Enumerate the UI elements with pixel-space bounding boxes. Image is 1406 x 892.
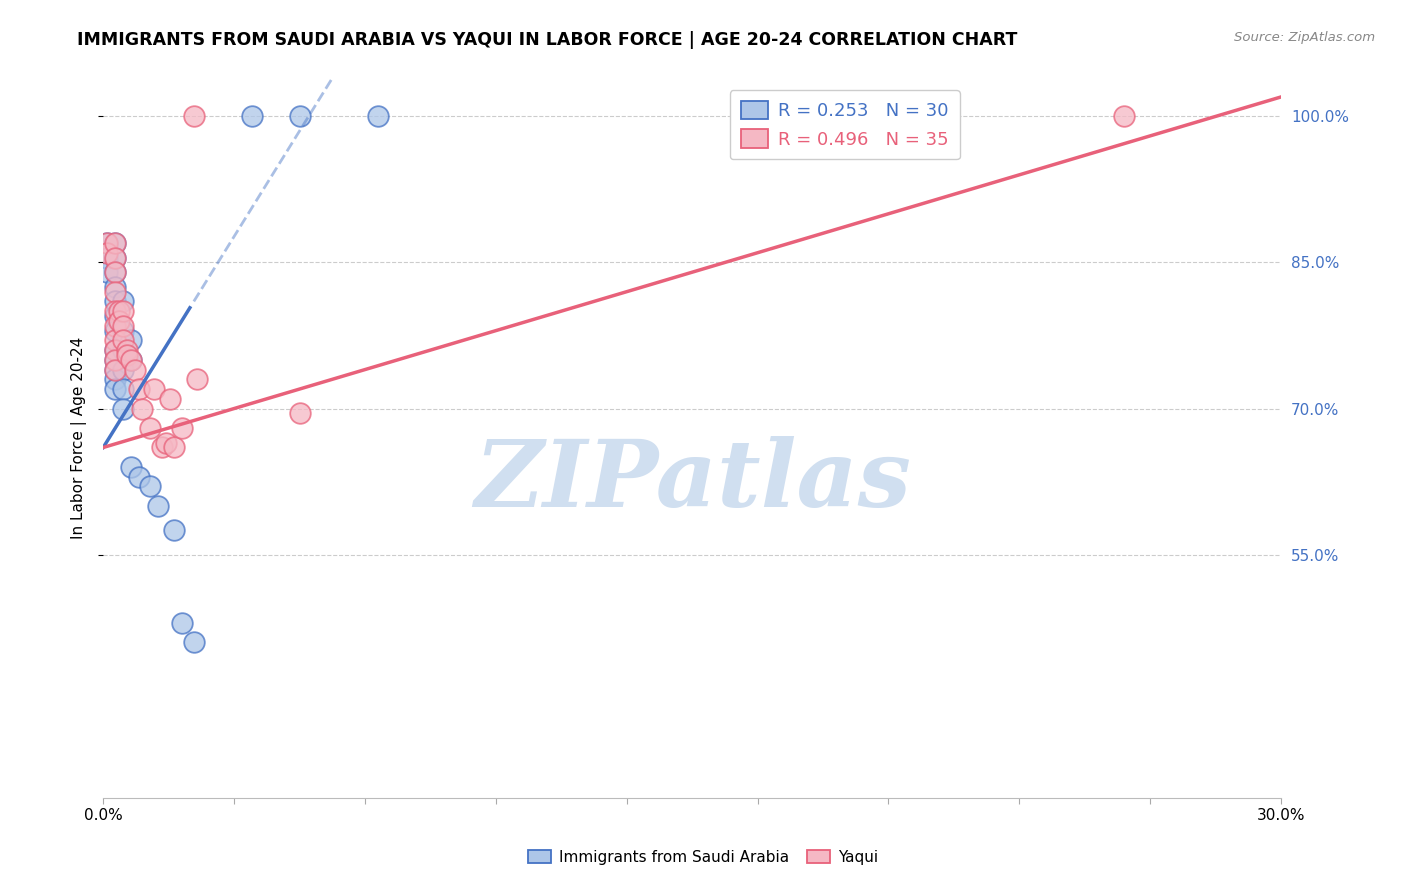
Point (104, 280, 127, 294)
Point (108, 304, 131, 318)
Point (104, 343, 127, 357)
Point (104, 362, 127, 376)
Text: IMMIGRANTS FROM SAUDI ARABIA VS YAQUI IN LABOR FORCE | AGE 20-24 CORRELATION CHA: IMMIGRANTS FROM SAUDI ARABIA VS YAQUI IN… (77, 31, 1018, 49)
Point (104, 251, 127, 265)
Point (120, 352, 142, 367)
Point (183, 635, 205, 649)
Point (104, 235, 127, 250)
Point (1112, 109, 1135, 123)
Point (128, 382, 150, 396)
Point (96, 265, 118, 279)
Point (104, 352, 127, 367)
Point (108, 314, 131, 328)
Point (139, 479, 162, 493)
Point (186, 372, 208, 386)
Point (143, 382, 166, 396)
Point (170, 421, 193, 435)
Point (96, 235, 118, 250)
Y-axis label: In Labor Force | Age 20-24: In Labor Force | Age 20-24 (72, 336, 87, 539)
Point (96, 245, 118, 260)
Point (111, 318, 134, 333)
Point (111, 401, 134, 416)
Point (288, 406, 311, 420)
Point (367, 109, 389, 123)
Point (111, 362, 134, 376)
Point (120, 352, 142, 367)
Point (104, 265, 127, 279)
Point (111, 294, 134, 309)
Point (163, 441, 186, 455)
Point (111, 304, 134, 318)
Point (170, 615, 193, 630)
Point (159, 392, 181, 406)
Text: Source: ZipAtlas.com: Source: ZipAtlas.com (1234, 31, 1375, 45)
Point (104, 304, 127, 318)
Point (111, 334, 134, 348)
Point (124, 362, 146, 376)
Point (131, 401, 153, 416)
Legend: R = 0.253   N = 30, R = 0.496   N = 35: R = 0.253 N = 30, R = 0.496 N = 35 (730, 90, 960, 160)
Point (150, 441, 173, 455)
Point (148, 499, 170, 513)
Point (128, 469, 150, 483)
Legend: Immigrants from Saudi Arabia, Yaqui: Immigrants from Saudi Arabia, Yaqui (522, 844, 884, 871)
Point (120, 334, 142, 348)
Point (139, 421, 162, 435)
Point (111, 382, 134, 396)
Point (104, 265, 127, 279)
Point (96, 251, 118, 265)
Point (104, 285, 127, 299)
Point (115, 348, 138, 362)
Point (155, 435, 177, 450)
Point (183, 109, 205, 123)
Point (104, 343, 127, 357)
Point (104, 318, 127, 333)
Point (288, 109, 311, 123)
Point (96, 235, 118, 250)
Point (111, 324, 134, 338)
Point (163, 523, 186, 537)
Point (115, 343, 138, 357)
Point (120, 460, 142, 475)
Text: ZIPatlas: ZIPatlas (474, 436, 911, 526)
Point (104, 352, 127, 367)
Point (111, 343, 134, 357)
Point (104, 362, 127, 376)
Point (104, 334, 127, 348)
Point (104, 382, 127, 396)
Point (104, 309, 127, 323)
Point (104, 235, 127, 250)
Point (877, 109, 900, 123)
Point (242, 109, 264, 123)
Point (104, 294, 127, 309)
Point (104, 251, 127, 265)
Point (104, 372, 127, 386)
Point (104, 324, 127, 338)
